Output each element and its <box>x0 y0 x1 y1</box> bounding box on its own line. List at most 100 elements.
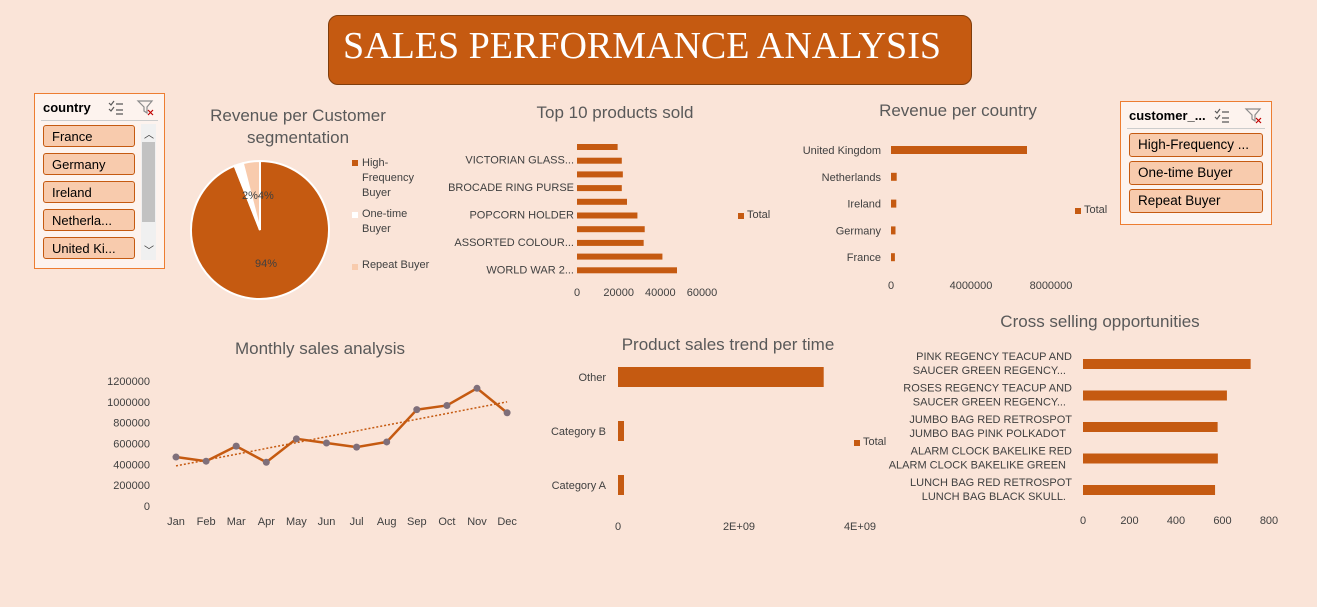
cross-label-line2: LUNCH BAG BLACK SKULL. <box>922 491 1066 503</box>
customer-slicer-title: customer_... <box>1129 108 1206 123</box>
x-tick-label: Nov <box>467 516 487 528</box>
clear-filter-icon[interactable] <box>1244 107 1263 125</box>
data-point <box>383 438 391 446</box>
y-tick-label: 200000 <box>113 480 150 492</box>
data-point <box>443 401 451 409</box>
revenue-country-legend-label: Total <box>1084 204 1108 216</box>
top-product-bar <box>577 239 644 246</box>
slicer-item-netherlands[interactable]: Netherla... <box>43 209 135 231</box>
x-tick-label: 600 <box>1213 515 1231 527</box>
slicer-item-france[interactable]: France <box>43 125 135 147</box>
top-product-bar <box>577 253 663 260</box>
x-tick-label: 0 <box>615 521 621 533</box>
clear-filter-icon[interactable] <box>136 99 155 117</box>
x-tick-label: 200 <box>1120 515 1138 527</box>
x-tick-label: 0 <box>1080 515 1086 527</box>
cross-bar <box>1083 390 1227 401</box>
cross-bar <box>1083 485 1216 495</box>
dashboard-title-banner: SALES PERFORMANCE ANALYSIS <box>328 15 972 85</box>
data-point <box>353 443 361 451</box>
cross-label-line1: JUMBO BAG RED RETROSPOT <box>909 414 1072 426</box>
customer-slicer[interactable]: customer_... High-Frequency ... One-time… <box>1120 101 1272 225</box>
slicer-item-ireland[interactable]: Ireland <box>43 181 135 203</box>
x-tick-label: 4000000 <box>950 280 993 292</box>
pie-title-line1: Revenue per Customer <box>210 106 386 125</box>
y-tick-label: 800000 <box>113 418 150 430</box>
y-tick-label: 400000 <box>113 459 150 471</box>
top-products-chart: VICTORIAN GLASS... BROCADE RING PURSE POPC… <box>448 144 718 299</box>
top-product-label: WORLD WAR 2... <box>486 264 574 276</box>
revenue-country-title: Revenue per country <box>879 101 1037 120</box>
slicer-scrollbar[interactable]: ︿ ﹀ <box>141 124 156 260</box>
slicer-item-repeat[interactable]: Repeat Buyer <box>1129 189 1263 213</box>
x-tick-label: 800 <box>1260 515 1278 527</box>
top-product-label: VICTORIAN GLASS... <box>465 155 574 167</box>
country-slicer[interactable]: country France Germany Ireland Netherla.… <box>34 93 165 269</box>
x-tick-label: Aug <box>377 516 397 528</box>
pie-slice <box>241 159 261 231</box>
x-tick-label: 2E+09 <box>723 521 755 533</box>
top-product-bar <box>577 198 627 205</box>
trend-legend-swatch <box>854 440 860 446</box>
country-bar <box>891 199 897 208</box>
top-product-bar <box>577 185 622 192</box>
cross-title: Cross selling opportunities <box>1000 312 1200 331</box>
x-tick-label: Jun <box>318 516 336 528</box>
trendline <box>175 401 508 467</box>
y-tick-label: 1000000 <box>107 397 150 409</box>
top-product-bar <box>577 157 622 164</box>
pie-chart <box>190 159 330 300</box>
cross-label-line1: ALARM CLOCK BAKELIKE RED <box>911 446 1072 458</box>
x-tick-label: Dec <box>497 516 517 528</box>
slicer-item-germany[interactable]: Germany <box>43 153 135 175</box>
slicer-item-united-kingdom[interactable]: United Ki... <box>43 237 135 259</box>
country-label: United Kingdom <box>803 145 881 157</box>
scroll-down-icon[interactable]: ﹀ <box>144 246 154 257</box>
legend-swatch-high-frequency <box>352 160 358 166</box>
pie-big-label: 94% <box>255 258 278 270</box>
legend-label-repeat: Repeat Buyer <box>362 259 430 271</box>
top-products-legend-label: Total <box>747 209 771 221</box>
data-point <box>323 439 330 447</box>
x-tick-label: Apr <box>258 516 275 528</box>
slicer-item-high-frequency[interactable]: High-Frequency ... <box>1129 133 1263 157</box>
x-tick-label: Feb <box>197 516 216 528</box>
trend-bar <box>618 421 624 441</box>
data-point <box>262 458 270 466</box>
slicer-header-divider <box>1127 128 1265 129</box>
top-product-bar <box>577 144 618 150</box>
trend-bar <box>618 367 824 387</box>
data-point <box>202 457 210 465</box>
revenue-country-chart: United Kingdom Netherlands Ireland Germany F… <box>803 145 1073 292</box>
x-tick-label: May <box>286 516 307 528</box>
top-product-bar <box>577 226 645 233</box>
x-tick-label: 4E+09 <box>844 521 876 533</box>
cross-label-line1: PINK REGENCY TEACUP AND <box>916 351 1072 363</box>
x-tick-label: Sep <box>407 516 427 528</box>
cross-label-line2: ALARM CLOCK BAKELIKE GREEN <box>889 460 1066 472</box>
pie-chart-title: Revenue per Customer segmentation <box>183 106 413 148</box>
x-tick-label: 400 <box>1167 515 1185 527</box>
multi-select-icon[interactable] <box>107 99 125 117</box>
x-tick-label: 60000 <box>687 287 718 299</box>
monthly-sales-chart: 1200000 1000000 800000 600000 400000 200000 0 J… <box>107 376 517 528</box>
legend-label-one-time: One-time Buyer <box>362 208 408 235</box>
country-bar <box>891 226 896 235</box>
multi-select-icon[interactable] <box>1213 107 1231 125</box>
cross-bar <box>1083 422 1218 432</box>
x-tick-label: 0 <box>888 280 894 292</box>
country-slicer-title: country <box>43 100 91 115</box>
legend-label-high-frequency: High- Frequency Buyer <box>362 157 414 199</box>
legend-swatch-one-time <box>352 212 358 218</box>
scroll-thumb[interactable] <box>142 142 155 222</box>
slicer-item-one-time[interactable]: One-time Buyer <box>1129 161 1263 185</box>
scroll-up-icon[interactable]: ︿ <box>144 130 154 141</box>
top-product-bar <box>577 267 677 274</box>
y-tick-label: 1200000 <box>107 376 150 388</box>
top-product-bar <box>577 212 638 219</box>
cross-selling-chart: PINK REGENCY TEACUP AND SAUCER GREEN REGE… <box>889 351 1278 527</box>
revenue-country-legend-swatch <box>1075 208 1081 214</box>
data-point <box>413 406 421 414</box>
data-point <box>232 442 240 450</box>
top-products-title: Top 10 products sold <box>536 103 694 122</box>
